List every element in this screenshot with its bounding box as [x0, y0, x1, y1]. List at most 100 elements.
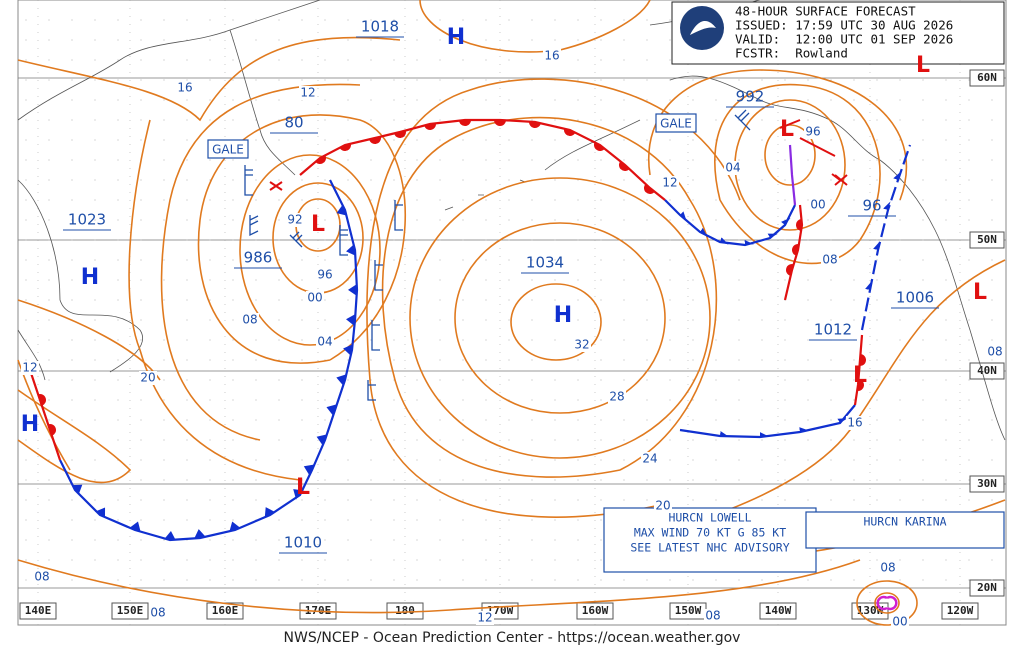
- grid-dot: [232, 19, 234, 21]
- grid-dot: [25, 239, 27, 241]
- central-pressure: 1023: [68, 211, 106, 229]
- grid-dot: [48, 279, 50, 281]
- grid-dot: [439, 479, 441, 481]
- grid-dot: [646, 99, 648, 101]
- grid-dot: [324, 399, 326, 401]
- grid-dot: [393, 479, 395, 481]
- grid-dot: [25, 59, 27, 61]
- grid-dot: [416, 199, 418, 201]
- grid-dot: [416, 319, 418, 321]
- grid-dot: [807, 479, 809, 481]
- grid-dot: [669, 459, 671, 461]
- grid-dot: [94, 499, 96, 501]
- isobar-label-bg: [139, 371, 157, 385]
- grid-dot: [945, 119, 947, 121]
- grid-dot: [209, 459, 211, 461]
- grid-dot: [370, 179, 372, 181]
- grid-dot: [416, 219, 418, 221]
- central-pressure: 1012: [814, 321, 852, 339]
- grid-dot: [600, 59, 602, 61]
- grid-dot: [25, 479, 27, 481]
- grid-dot: [186, 439, 188, 441]
- hurricane-name: HURCN KARINA: [863, 515, 946, 529]
- grid-dot: [876, 279, 878, 281]
- grid-dot: [531, 379, 533, 381]
- grid-dot: [439, 39, 441, 41]
- grid-dot: [784, 119, 786, 121]
- grid-dot: [94, 479, 96, 481]
- grid-dot: [117, 319, 119, 321]
- grid-dot: [646, 299, 648, 301]
- grid-dot: [393, 119, 395, 121]
- grid-dot: [623, 239, 625, 241]
- grid-dot: [508, 499, 510, 501]
- grid-dot: [945, 479, 947, 481]
- grid-dot: [140, 279, 142, 281]
- grid-dot: [669, 279, 671, 281]
- grid-dot: [209, 259, 211, 261]
- grid-dot: [577, 439, 579, 441]
- grid-dot: [232, 59, 234, 61]
- grid-dot: [761, 419, 763, 421]
- grid-dot: [968, 259, 970, 261]
- grid-dot: [922, 379, 924, 381]
- grid-dot: [715, 119, 717, 121]
- grid-dot: [94, 419, 96, 421]
- grid-dot: [278, 479, 280, 481]
- grid-dot: [163, 179, 165, 181]
- grid-dot: [600, 299, 602, 301]
- grid-dot: [669, 19, 671, 21]
- grid-dot: [922, 159, 924, 161]
- grid-dot: [577, 39, 579, 41]
- grid-dot: [117, 39, 119, 41]
- grid-dot: [255, 539, 257, 541]
- grid-dot: [715, 579, 717, 581]
- grid-dot: [554, 339, 556, 341]
- grid-dot: [577, 159, 579, 161]
- grid-dot: [784, 339, 786, 341]
- grid-dot: [692, 359, 694, 361]
- grid-dot: [393, 99, 395, 101]
- grid-dot: [600, 19, 602, 21]
- grid-dot: [623, 579, 625, 581]
- grid-dot: [301, 299, 303, 301]
- grid-dot: [577, 359, 579, 361]
- grid-dot: [899, 579, 901, 581]
- grid-dot: [899, 319, 901, 321]
- grid-dot: [209, 39, 211, 41]
- grid-dot: [416, 299, 418, 301]
- grid-dot: [301, 579, 303, 581]
- grid-dot: [738, 259, 740, 261]
- grid-dot: [991, 279, 993, 281]
- grid-dot: [876, 499, 878, 501]
- grid-dot: [968, 379, 970, 381]
- grid-dot: [876, 379, 878, 381]
- grid-dot: [324, 19, 326, 21]
- grid-dot: [646, 219, 648, 221]
- grid-dot: [991, 259, 993, 261]
- grid-dot: [922, 179, 924, 181]
- grid-dot: [830, 279, 832, 281]
- grid-dot: [209, 499, 211, 501]
- grid-dot: [646, 339, 648, 341]
- grid-dot: [347, 59, 349, 61]
- grid-dot: [991, 119, 993, 121]
- grid-dot: [370, 59, 372, 61]
- grid-dot: [163, 339, 165, 341]
- grid-dot: [232, 99, 234, 101]
- grid-dot: [508, 359, 510, 361]
- grid-dot: [577, 259, 579, 261]
- grid-dot: [117, 19, 119, 21]
- grid-dot: [899, 239, 901, 241]
- grid-dot: [991, 219, 993, 221]
- grid-dot: [439, 139, 441, 141]
- grid-dot: [324, 459, 326, 461]
- grid-dot: [163, 419, 165, 421]
- grid-dot: [991, 419, 993, 421]
- grid-dot: [232, 539, 234, 541]
- grid-dot: [278, 179, 280, 181]
- grid-dot: [163, 559, 165, 561]
- grid-dot: [439, 279, 441, 281]
- grid-dot: [347, 579, 349, 581]
- isobar-label-bg: [241, 313, 259, 327]
